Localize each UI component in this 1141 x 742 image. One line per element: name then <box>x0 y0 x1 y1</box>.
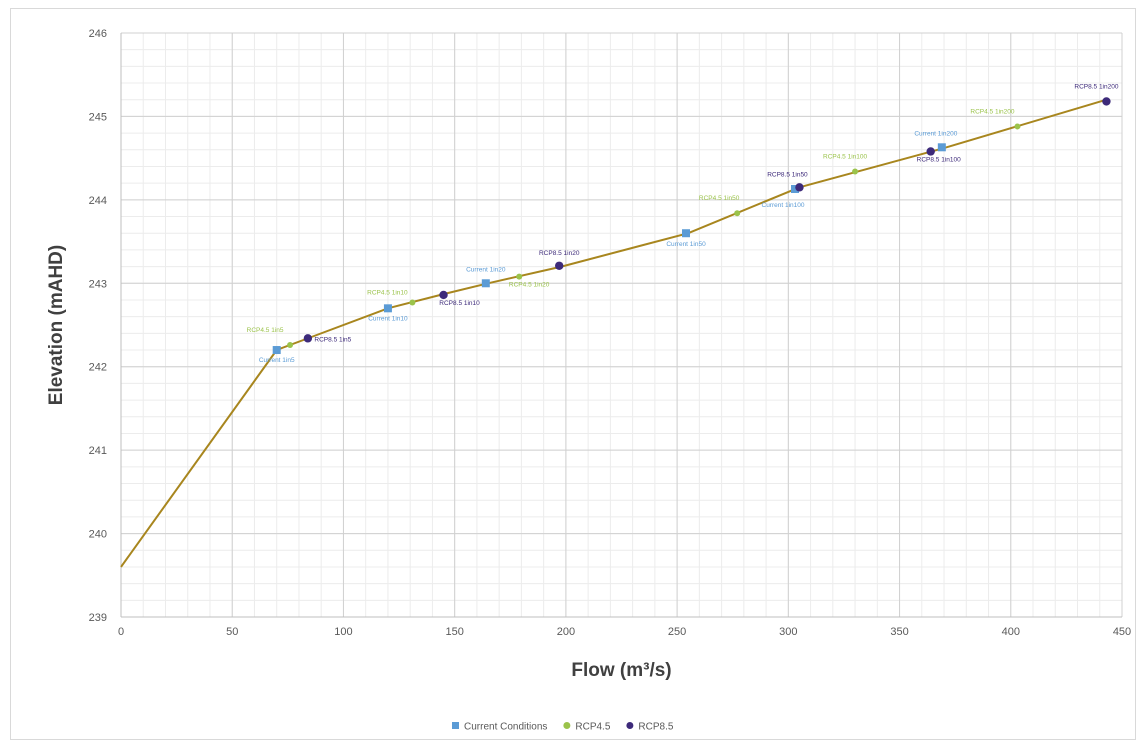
point-label: RCP4.5 1in20 <box>509 282 550 289</box>
rcp85-point <box>439 290 448 300</box>
rcp85-point <box>926 147 935 156</box>
point-label: Current 1in5 <box>259 357 295 364</box>
x-tick-label: 50 <box>226 626 238 638</box>
x-tick-label: 350 <box>890 626 908 638</box>
legend-marker-rcp85 <box>626 722 634 729</box>
grid <box>120 32 1123 618</box>
point-label: RCP4.5 1in10 <box>367 289 408 296</box>
y-tick-label: 243 <box>89 278 107 290</box>
y-tick-label: 241 <box>89 445 107 457</box>
rcp85-point <box>303 334 313 343</box>
point-label: RCP8.5 1in5 <box>314 336 351 343</box>
current-conditions-point <box>383 304 392 313</box>
x-tick-label: 400 <box>1002 626 1020 638</box>
rcp45-point <box>1014 123 1021 130</box>
current-conditions-point <box>272 346 281 355</box>
point-label: Current 1in10 <box>368 315 408 322</box>
point-label: Current 1in200 <box>914 130 957 137</box>
point-label: RCP4.5 1in100 <box>823 153 867 160</box>
point-label: RCP8.5 1in10 <box>439 300 480 307</box>
point-label: RCP8.5 1in100 <box>917 156 961 163</box>
legend-marker-rcp45 <box>563 722 571 729</box>
point-label: Current 1in20 <box>466 266 506 273</box>
x-tick-label: 300 <box>779 626 797 638</box>
chart-area <box>10 8 1136 740</box>
legend-label: Current Conditions <box>464 722 547 733</box>
x-tick-label: 450 <box>1113 626 1131 638</box>
point-label: Current 1in50 <box>666 241 706 248</box>
rcp45-point <box>409 299 416 306</box>
current-conditions-point <box>682 229 691 238</box>
rcp45-point <box>516 273 523 280</box>
point-label: RCP8.5 1in200 <box>1074 83 1118 90</box>
y-tick-label: 240 <box>89 529 107 541</box>
rcp45-point <box>852 168 859 175</box>
y-axis-title: Elevation (mAHD) <box>46 245 67 405</box>
point-label: RCP8.5 1in20 <box>539 250 580 257</box>
point-labels: Current 1in5 Current 1in10 Current 1in20 Cu… <box>247 83 1119 364</box>
y-tick-label: 244 <box>89 195 107 207</box>
data-points <box>272 97 1111 355</box>
rcp45-point <box>734 210 741 217</box>
y-tick-label: 242 <box>89 362 107 374</box>
legend-label: RCP8.5 <box>638 722 673 733</box>
point-label: RCP4.5 1in200 <box>970 108 1014 115</box>
rcp85-point <box>555 261 564 270</box>
y-tick-label: 245 <box>89 111 107 123</box>
rcp45-point <box>287 342 294 349</box>
x-tick-label: 200 <box>557 626 575 638</box>
rcp85-point <box>1102 97 1111 106</box>
x-tick-label: 100 <box>334 626 352 638</box>
point-label: Current 1in100 <box>762 202 805 209</box>
axes: 0 50 100 150 200 250 300 350 400 450 239 240 241 242 2… <box>89 28 1132 638</box>
current-conditions-point <box>791 185 800 194</box>
point-label: RCP4.5 1in5 <box>247 327 284 334</box>
current-conditions-point <box>481 279 490 288</box>
x-axis-title: Flow (m³/s) <box>571 660 671 681</box>
legend-marker-current <box>452 722 459 729</box>
x-tick-label: 0 <box>118 626 124 638</box>
y-tick-label: 246 <box>89 28 107 40</box>
rcp85-point <box>795 183 804 192</box>
legend-label: RCP4.5 <box>575 722 610 733</box>
point-label: RCP4.5 1in50 <box>699 195 740 202</box>
legend: Current Conditions RCP4.5 RCP8.5 <box>452 722 674 733</box>
x-tick-label: 250 <box>668 626 686 638</box>
x-tick-label: 150 <box>445 626 463 638</box>
point-label: RCP8.5 1in50 <box>767 171 808 178</box>
y-tick-label: 239 <box>89 612 107 624</box>
current-conditions-point <box>937 143 946 152</box>
